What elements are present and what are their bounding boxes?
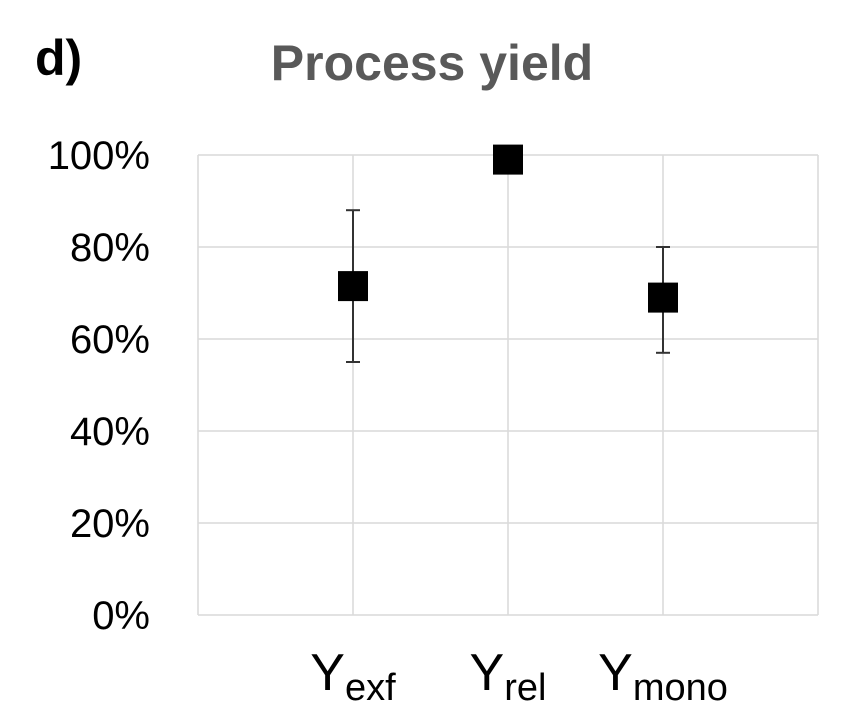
x-tick-label: Yrel (470, 644, 547, 709)
y-tick-label: 0% (92, 594, 150, 638)
y-tick-label: 100% (48, 134, 150, 178)
panel-label: d) (35, 30, 82, 86)
x-tick-label: Yexf (310, 644, 396, 709)
chart-title: Process yield (271, 35, 593, 91)
x-tick-label: Ymono (598, 644, 728, 709)
y-tick-label: 40% (70, 410, 150, 454)
plot-area: 0% 20% 40% 60% 80% 100% Yexf Yrel Ymono (48, 134, 819, 709)
y-tick-label: 80% (70, 226, 150, 270)
data-point-exf (338, 271, 368, 302)
y-tick-label: 20% (70, 502, 150, 546)
y-tick-label: 60% (70, 318, 150, 362)
data-point-mono (648, 282, 678, 313)
data-point-rel (493, 144, 523, 175)
